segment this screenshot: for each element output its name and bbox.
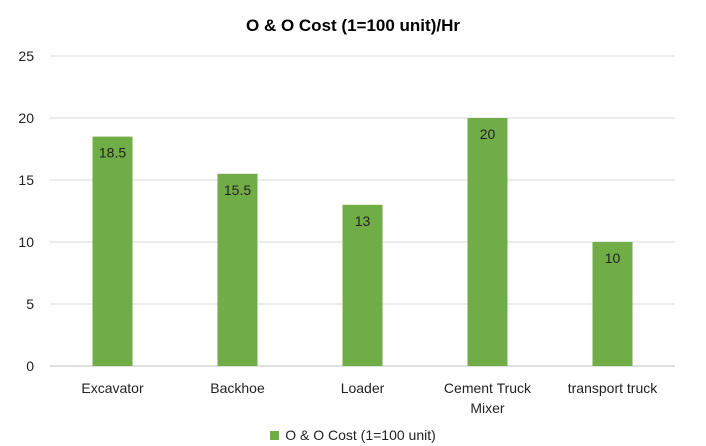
y-tick-label: 10 bbox=[18, 234, 34, 250]
bar bbox=[342, 204, 383, 366]
x-tick-label: Mixer bbox=[470, 400, 505, 416]
bar bbox=[592, 242, 633, 366]
data-label: 13 bbox=[355, 213, 371, 229]
x-tick-label: Cement Truck bbox=[444, 380, 532, 396]
x-tick-label: transport truck bbox=[568, 380, 658, 396]
data-label: 18.5 bbox=[99, 145, 126, 161]
data-label: 20 bbox=[480, 126, 496, 142]
x-tick-label: Loader bbox=[341, 380, 385, 396]
bar bbox=[467, 118, 508, 366]
y-tick-label: 5 bbox=[26, 296, 34, 312]
axes: 0 5 10 15 20 25 Excavator Backhoe Loader Cement T… bbox=[18, 48, 675, 416]
legend-label: O & O Cost (1=100 unit) bbox=[285, 427, 436, 443]
bar bbox=[92, 136, 133, 366]
data-label: 15.5 bbox=[224, 182, 251, 198]
x-tick-label: Excavator bbox=[81, 380, 144, 396]
legend-swatch bbox=[270, 430, 280, 440]
data-label: 10 bbox=[605, 250, 621, 266]
chart-title: O & O Cost (1=100 unit)/Hr bbox=[246, 16, 460, 35]
y-tick-label: 15 bbox=[18, 172, 34, 188]
y-tick-label: 25 bbox=[18, 48, 34, 64]
y-tick-label: 0 bbox=[26, 358, 34, 374]
y-tick-label: 20 bbox=[18, 110, 34, 126]
data-labels: 18.5 15.5 13 20 10 bbox=[99, 126, 621, 266]
bars bbox=[92, 118, 633, 366]
legend: O & O Cost (1=100 unit) bbox=[0, 427, 706, 443]
bar bbox=[217, 173, 258, 366]
x-tick-label: Backhoe bbox=[210, 380, 265, 396]
